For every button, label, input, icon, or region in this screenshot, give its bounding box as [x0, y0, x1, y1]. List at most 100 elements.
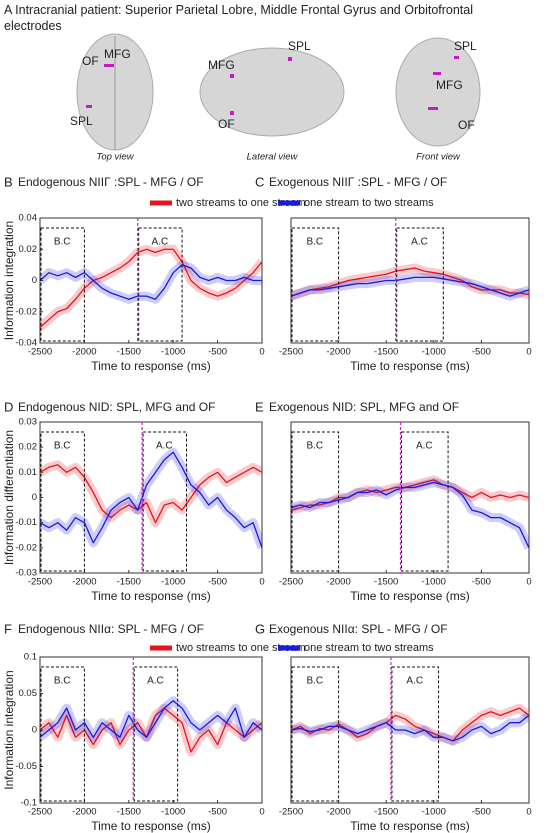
y-tick-label: -0.03 — [15, 568, 37, 579]
x-axis-label: Time to response (ms) — [350, 819, 470, 833]
window-box — [291, 431, 340, 572]
y-tick-label: -0.02 — [15, 306, 37, 317]
x-axis-label: Time to response (ms) — [91, 819, 211, 833]
y-tick-label: -0.05 — [15, 761, 37, 772]
line — [40, 464, 262, 524]
chart-title: Exogenous NIIα: SPL - MFG / OF — [269, 622, 448, 636]
electrode — [230, 74, 234, 78]
legend-label: two streams to one stream — [176, 197, 306, 209]
y-tick-label: -0.02 — [15, 542, 37, 553]
window-label: B.C — [54, 441, 71, 452]
electrode — [104, 64, 114, 67]
window-label: A.C — [147, 676, 164, 687]
x-tick-label: -1000 — [422, 807, 446, 818]
electrode — [454, 56, 459, 59]
y-tick-label: -0.04 — [15, 338, 37, 349]
panel-letter: C — [255, 174, 264, 189]
x-tick-label: -1500 — [117, 807, 141, 818]
x-tick-label: -2500 — [279, 807, 303, 818]
x-tick-label: -1500 — [117, 577, 141, 588]
y-tick-label: 0.04 — [19, 213, 38, 224]
line — [40, 264, 262, 300]
x-tick-label: -2000 — [72, 577, 96, 588]
panel-a-header: A Intracranial patient: Superior Parieta… — [4, 2, 534, 34]
line — [291, 481, 529, 549]
x-tick-label: -2000 — [326, 347, 350, 358]
x-tick-label: -500 — [472, 347, 491, 358]
window-label: B.C — [54, 676, 71, 687]
electrode-labels: MFG OF SPL MFG SPL OF SPL MFG OF — [70, 39, 477, 132]
x-tick-label: -2500 — [28, 807, 52, 818]
view-caption: Front view — [416, 152, 461, 163]
window-label: B.C — [306, 237, 323, 248]
x-tick-label: 0 — [259, 577, 264, 588]
window-box — [138, 227, 183, 342]
window-label: A.C — [406, 676, 423, 687]
line-band — [291, 272, 529, 301]
line — [291, 276, 529, 297]
panel-letter: B — [4, 174, 13, 189]
panel-letter: A — [4, 3, 12, 17]
line-band — [291, 477, 529, 550]
panel-letter: F — [4, 621, 12, 636]
line — [40, 248, 262, 328]
y-axis-label: Information differentiation — [2, 430, 16, 565]
window-box — [133, 666, 179, 802]
electrode-label: MFG — [436, 78, 463, 92]
brain-front — [395, 37, 481, 147]
window-label: A.C — [156, 441, 173, 452]
chart-title: Exogenous NID: SPL, MFG and OF — [269, 400, 459, 414]
electrode — [288, 57, 292, 61]
window-box — [40, 666, 85, 802]
x-tick-label: -2000 — [326, 577, 350, 588]
x-tick-label: -1000 — [161, 577, 185, 588]
view-caption: Top view — [96, 152, 134, 163]
electrode — [428, 107, 438, 110]
line — [291, 707, 529, 742]
y-tick-label: 0.05 — [19, 688, 38, 699]
y-tick-label: 0 — [32, 492, 37, 503]
panel-a-title: Intracranial patient: Superior Parietal … — [4, 3, 474, 33]
legend-label: one stream to two streams — [304, 197, 434, 209]
electrode-label: SPL — [288, 39, 311, 53]
y-tick-label: 0.02 — [19, 442, 38, 453]
electrode-label: SPL — [454, 39, 477, 53]
panel-letter: E — [255, 399, 264, 414]
window-box — [291, 227, 340, 342]
electrode-label: MFG — [104, 47, 131, 61]
window-label: B.C — [306, 676, 323, 687]
x-tick-label: -2500 — [279, 577, 303, 588]
line — [291, 714, 529, 742]
window-label: B.C — [306, 441, 323, 452]
legend-label: one stream to two streams — [304, 642, 434, 654]
plot-frame — [39, 421, 263, 574]
x-tick-label: -500 — [472, 577, 491, 588]
x-tick-label: -1500 — [117, 347, 141, 358]
x-tick-label: -2500 — [28, 577, 52, 588]
y-axis-label: Information integration — [2, 670, 16, 789]
x-tick-label: -500 — [208, 807, 227, 818]
x-tick-label: -1000 — [161, 347, 185, 358]
x-tick-label: -2000 — [72, 347, 96, 358]
chart-title: Endogenous NIIα: SPL - MFG / OF — [18, 622, 204, 636]
view-captions: Top view Lateral view Front view — [96, 152, 461, 163]
electrode — [86, 105, 92, 108]
window-label: A.C — [152, 237, 169, 248]
window-label: A.C — [411, 237, 428, 248]
brain-lateral — [199, 47, 345, 137]
y-tick-label: -0.1 — [21, 798, 37, 809]
y-tick-label: 0 — [32, 725, 37, 736]
window-label: B.C — [54, 237, 71, 248]
x-axis-label: Time to response (ms) — [350, 589, 470, 603]
line-band — [40, 244, 262, 331]
x-tick-label: 0 — [526, 347, 531, 358]
window-box — [40, 431, 85, 572]
plot-frame — [290, 217, 530, 344]
x-tick-label: -1500 — [374, 577, 398, 588]
y-tick-label: 0.1 — [24, 652, 37, 663]
window-box — [142, 431, 188, 572]
x-axis-label: Time to response (ms) — [91, 359, 211, 373]
electrode — [433, 72, 441, 75]
